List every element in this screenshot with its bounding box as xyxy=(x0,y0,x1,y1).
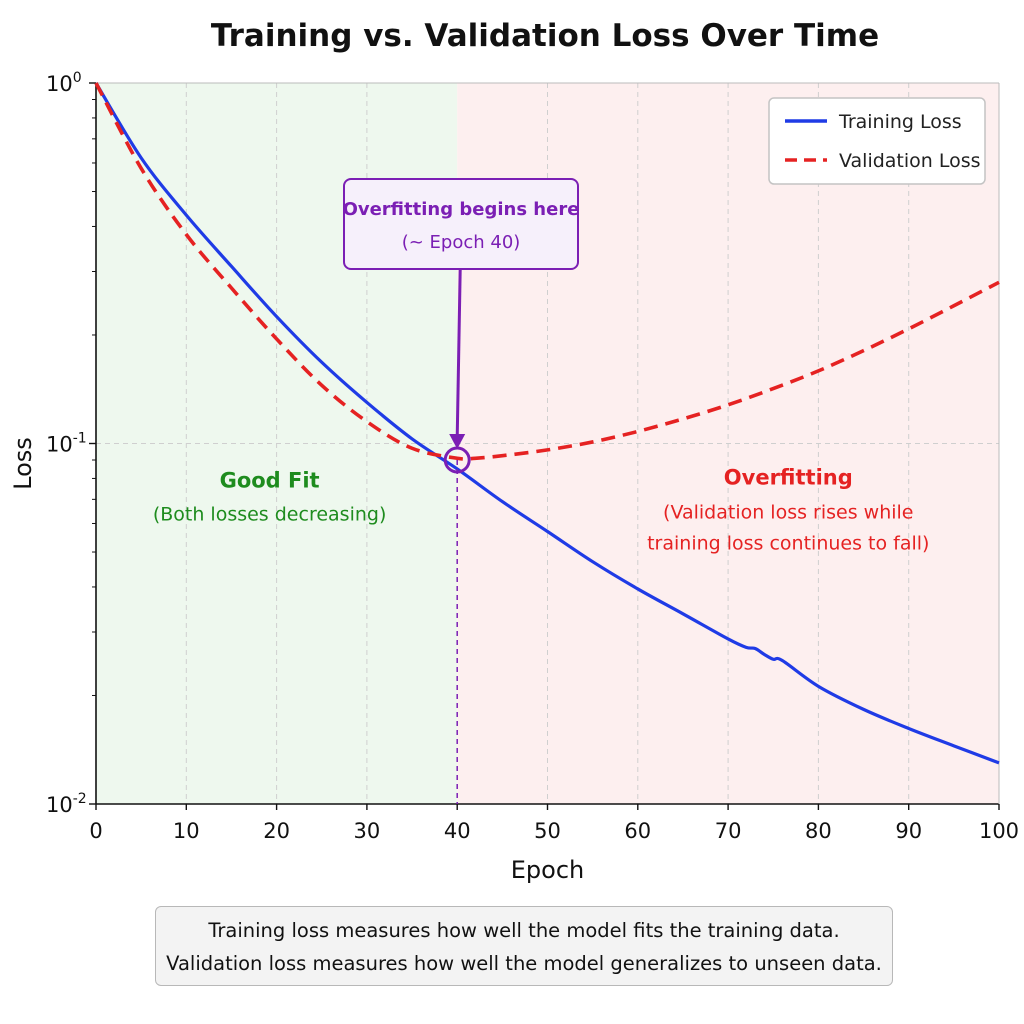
axes-layer: 0 10 20 30 40 50 60 70 80 90 100 100 10-1 10-2 Epoch Lo… xyxy=(9,70,1019,884)
x-tick-label-30: 30 xyxy=(354,819,381,843)
x-tick-label-70: 70 xyxy=(715,819,742,843)
legend-label-validation-loss: Validation Loss xyxy=(839,150,981,172)
chart-title: Training vs. Validation Loss Over Time xyxy=(210,18,880,54)
series-layer xyxy=(94,82,1000,765)
note-line-2: Validation loss measures how well the mo… xyxy=(166,952,882,975)
overfitting-title: Overfitting xyxy=(724,465,853,489)
annotation-title: Overfitting begins here xyxy=(343,199,580,220)
y-tick-label--2: 10-2 xyxy=(46,791,87,817)
series-line-training-loss xyxy=(94,82,1000,765)
legend-layer: Training Loss Validation Loss xyxy=(768,97,986,185)
x-tick-label-100: 100 xyxy=(979,819,1019,843)
annotation-subtitle: (~ Epoch 40) xyxy=(402,232,521,253)
annotation-layer: Overfitting begins here (~ Epoch 40) xyxy=(343,178,580,804)
x-tick-label-40: 40 xyxy=(444,819,471,843)
annotation-box xyxy=(343,178,579,270)
x-tick-label-60: 60 xyxy=(624,819,651,843)
good-fit-subtitle: (Both losses decreasing) xyxy=(153,503,387,525)
annotation-arrowhead xyxy=(449,433,466,449)
labels-layer: Good Fit (Both losses decreasing) Overfitt… xyxy=(153,465,930,554)
explanation-note: Training loss measures how well the mode… xyxy=(155,906,893,986)
loss-chart: 0 10 20 30 40 50 60 70 80 90 100 100 10-1 10-2 Epoch Lo… xyxy=(9,70,1019,884)
x-axis-title: Epoch xyxy=(511,856,585,884)
y-tick-label--1: 10-1 xyxy=(46,431,87,457)
note-line-1: Training loss measures how well the mode… xyxy=(208,919,840,942)
good-fit-title: Good Fit xyxy=(220,468,320,492)
x-tick-label-90: 90 xyxy=(895,819,922,843)
x-tick-label-80: 80 xyxy=(805,819,832,843)
overfitting-subtitle-line-2: training loss continues to fall) xyxy=(647,532,929,554)
series-line-validation-loss xyxy=(94,82,1000,461)
y-tick-label-0: 100 xyxy=(46,70,82,96)
x-tick-label-10: 10 xyxy=(173,819,200,843)
x-tick-label-20: 20 xyxy=(263,819,290,843)
y-axis-title: Loss xyxy=(9,437,37,490)
annotation-arrow-shaft xyxy=(455,268,462,439)
legend-label-training-loss: Training Loss xyxy=(838,111,962,133)
x-tick-label-0: 0 xyxy=(89,819,102,843)
overfitting-subtitle-line-1: (Validation loss rises while xyxy=(663,501,913,523)
x-tick-label-50: 50 xyxy=(534,819,561,843)
